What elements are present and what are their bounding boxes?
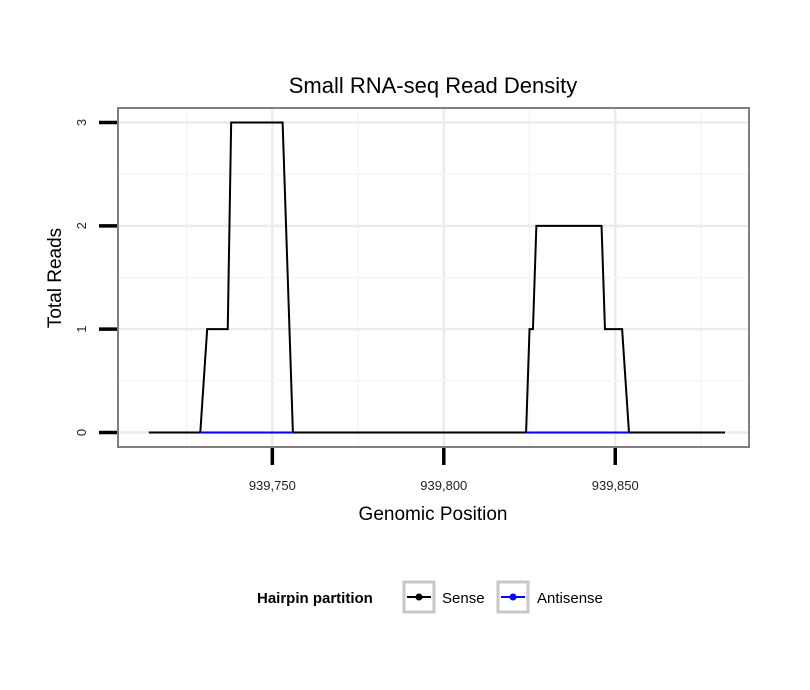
- x-axis: 939,750 939,800 939,850: [249, 448, 639, 493]
- series-lines: [148, 121, 725, 434]
- chart-title: Small RNA-seq Read Density: [289, 73, 578, 98]
- legend-antisense-marker: [509, 593, 517, 601]
- y-axis-title: Total Reads: [45, 228, 66, 328]
- y-tick-label: 0: [74, 429, 89, 436]
- x-axis-title: Genomic Position: [359, 504, 508, 525]
- plot-panel-border: [117, 107, 750, 448]
- y-tick-label: 1: [74, 326, 89, 333]
- legend-label-antisense: Antisense: [537, 590, 603, 607]
- x-tick-label: 939,850: [592, 478, 639, 493]
- legend-label-sense: Sense: [442, 590, 485, 607]
- x-tick-label: 939,750: [249, 478, 296, 493]
- x-tick-label: 939,800: [420, 478, 467, 493]
- legend: Hairpin partition Sense Antisense: [257, 580, 603, 614]
- y-axis: 0 1 2 3: [74, 119, 117, 436]
- grid-lines: [118, 108, 749, 447]
- legend-title: Hairpin partition: [257, 590, 373, 607]
- y-tick-label: 2: [74, 222, 89, 229]
- legend-sense-marker: [415, 593, 423, 601]
- y-tick-label: 3: [74, 119, 89, 126]
